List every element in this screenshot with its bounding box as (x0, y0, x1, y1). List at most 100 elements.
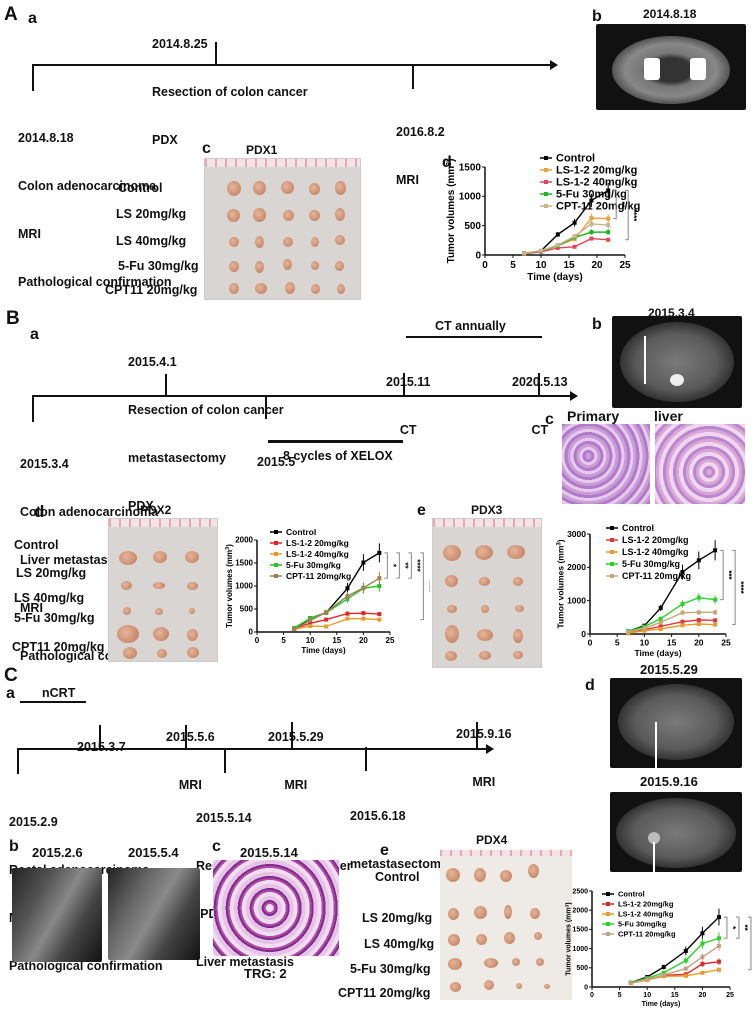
event-above: 2015.3.7 (77, 740, 126, 754)
svg-text:**: ** (740, 925, 749, 932)
chart-pdx2: 0 5 10 15 20 25 0 500 1000 1500 2000 Time (days) Tum… (225, 527, 430, 655)
svg-text:20: 20 (694, 638, 704, 648)
svg-text:Time (days): Time (days) (634, 648, 681, 658)
svg-text:****: **** (736, 581, 745, 594)
svg-text:5-Fu 30mg/kg: 5-Fu 30mg/kg (556, 189, 627, 201)
svg-text:500: 500 (576, 965, 588, 972)
image-date: 2015.5.29 (640, 662, 698, 677)
event-below: 2014.8.18 Colon adenocarcinoma MRI Patho… (18, 131, 172, 289)
svg-text:0: 0 (475, 250, 481, 261)
row-label: LS 20mg/kg (116, 207, 187, 221)
trg-caption: TRG: 2 (244, 966, 287, 981)
chart-pdx4: 0 5 10 15 20 25 0 500 1000 1500 2000 2500 Time (days… (564, 888, 754, 1008)
svg-text:CPT-11 20mg/kg: CPT-11 20mg/kg (622, 571, 691, 581)
tick (165, 374, 167, 396)
svg-text:***: *** (724, 570, 733, 580)
event-above: 2015.5.6 MRI (166, 730, 215, 792)
svg-text:2500: 2500 (572, 888, 588, 895)
row-label: LS 20mg/kg (362, 911, 433, 925)
range-label: CT annually (435, 319, 506, 333)
event-above: 2020.5.13 CT (512, 375, 568, 437)
svg-text:500: 500 (240, 605, 254, 614)
row-label: 5-Fu 30mg/kg (118, 259, 199, 273)
photo-title: PDX4 (476, 833, 508, 847)
svg-text:Control: Control (556, 153, 595, 165)
svg-text:**: ** (617, 201, 626, 208)
svg-text:10: 10 (306, 636, 315, 645)
svg-text:5: 5 (281, 636, 286, 645)
timeline-axis (32, 64, 552, 66)
svg-text:1000: 1000 (567, 596, 586, 606)
panel-C-a-letter: a (6, 685, 15, 702)
svg-text:0: 0 (255, 636, 260, 645)
svg-text:Time (days): Time (days) (642, 1001, 681, 1008)
tick (291, 722, 293, 748)
svg-text:LS-1-2 40mg/kg: LS-1-2 40mg/kg (622, 547, 689, 557)
panel-B-a-letter: a (30, 326, 39, 343)
svg-text:Control: Control (618, 890, 645, 899)
panel-C-e-letter: e (380, 842, 389, 859)
panel-A-letter: A (4, 4, 18, 25)
svg-text:1000: 1000 (572, 946, 588, 953)
svg-text:25: 25 (619, 260, 631, 271)
row-label: Control (375, 870, 420, 884)
row-label: LS 20mg/kg (16, 566, 87, 580)
svg-text:Time (days): Time (days) (301, 646, 346, 655)
timeline-arrow-icon (550, 60, 558, 70)
chart-pdx1: 0 5 10 15 20 25 0 500 1000 1500 Time (days) Tumor v… (446, 153, 641, 283)
panel-C-d-letter: d (585, 677, 595, 694)
tick (215, 42, 217, 65)
event-below: 2015.6.18 metastasectomy (350, 809, 448, 871)
svg-text:20: 20 (699, 992, 707, 999)
image-date: 2015.5.4 (128, 845, 179, 860)
svg-text:0: 0 (590, 992, 594, 999)
panel-C-b-letter: b (9, 838, 19, 855)
svg-text:LS-1-2 20mg/kg: LS-1-2 20mg/kg (618, 900, 674, 909)
svg-text:LS-1-2 40mg/kg: LS-1-2 40mg/kg (286, 549, 349, 559)
range-label: 8 cycles of XELOX (283, 449, 393, 463)
tumor-photo-pdx2 (108, 518, 218, 662)
tumor-photo-pdx4 (440, 850, 572, 1000)
photo-title: PDX1 (246, 143, 278, 157)
svg-text:5-Fu 30mg/kg: 5-Fu 30mg/kg (286, 560, 341, 570)
panel-B-d-letter: d (34, 502, 45, 521)
row-label: LS 40mg/kg (364, 937, 435, 951)
svg-text:2000: 2000 (567, 562, 586, 572)
svg-text:Tumor volumes (mm3): Tumor volumes (mm3) (564, 902, 573, 975)
svg-text:0: 0 (482, 260, 488, 271)
row-label: 5-Fu 30mg/kg (350, 962, 431, 976)
svg-text:****: **** (424, 580, 430, 593)
svg-text:**: ** (400, 562, 409, 569)
svg-text:Time (days): Time (days) (527, 272, 582, 283)
svg-text:Control: Control (286, 527, 316, 537)
histology-title-primary: Primary (567, 408, 620, 424)
tick (476, 722, 478, 748)
event-below: 2016.8.2 MRI (396, 125, 445, 187)
svg-text:15: 15 (667, 638, 677, 648)
ct-scan-image (596, 24, 746, 110)
svg-text:Tumor volumes (mm3): Tumor volumes (mm3) (446, 159, 458, 264)
panel-B-e-letter: e (417, 502, 426, 519)
svg-text:Tumor volumes (mm3): Tumor volumes (mm3) (556, 539, 566, 628)
histology-image-metastasis (655, 424, 745, 504)
svg-text:20: 20 (359, 636, 368, 645)
svg-text:CPT-11 20mg/kg: CPT-11 20mg/kg (286, 571, 351, 581)
svg-text:1500: 1500 (459, 162, 482, 173)
timeline-axis (17, 748, 487, 750)
tick (265, 396, 267, 419)
histology-image-primary (562, 424, 650, 504)
svg-text:5: 5 (615, 638, 620, 648)
photo-title: PDX3 (471, 503, 503, 517)
tick (185, 725, 187, 749)
svg-text:LS-1-2 20mg/kg: LS-1-2 20mg/kg (556, 165, 637, 177)
image-date: 2015.2.6 (32, 845, 83, 860)
svg-text:5: 5 (510, 260, 516, 271)
panel-A-b-letter: b (592, 8, 602, 25)
histology-image-rectal (213, 860, 339, 956)
row-label: Control (14, 538, 59, 552)
svg-text:25: 25 (386, 636, 395, 645)
svg-text:5-Fu 30mg/kg: 5-Fu 30mg/kg (618, 920, 667, 929)
svg-text:15: 15 (332, 636, 341, 645)
row-label: Control (118, 181, 163, 195)
tick (224, 749, 226, 773)
